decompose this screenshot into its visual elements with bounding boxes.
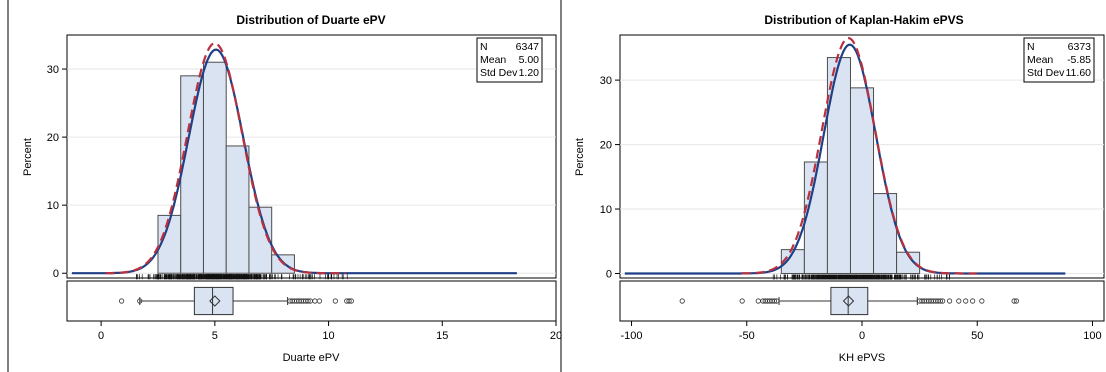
- normal-density-curve: [105, 42, 346, 275]
- stat-mean-value: 5.00: [519, 54, 540, 66]
- y-axis-ticks: 0 10 20 30: [600, 75, 620, 280]
- histogram-bars: [157, 61, 295, 274]
- rug-plot: [772, 274, 950, 280]
- chart-title: Distribution of Duarte ePV: [236, 13, 385, 27]
- stat-n-value: 6347: [516, 41, 540, 53]
- stat-stddev-value: 11.60: [1066, 67, 1092, 79]
- boxplot-outlier: [346, 298, 352, 304]
- duarte-chart-panel: Distribution of Duarte ePV 0 10 20 30 Perce…: [22, 13, 562, 364]
- stat-mean-label: Mean: [1027, 54, 1053, 66]
- y-axis-label: Percent: [574, 138, 586, 176]
- boxplot-mean-marker: [209, 295, 221, 307]
- boxplot-outlier: [1013, 298, 1020, 304]
- boxplot-outlier: [946, 298, 953, 304]
- boxplot-outlier: [1011, 298, 1017, 304]
- stat-n-label: N: [1027, 41, 1035, 53]
- boxplot-outlier: [979, 298, 985, 304]
- histogram-bar: [849, 87, 875, 274]
- histogram-bar: [248, 206, 273, 274]
- x-axis-label: KH ePVS: [839, 352, 885, 364]
- boxplot-outlier: [774, 298, 780, 304]
- x-tick-label: 10: [322, 330, 334, 342]
- boxplot-outlier: [771, 298, 778, 304]
- stats-inset-box: [1023, 37, 1095, 83]
- x-axis-ticks: -100 -50 0 50 100: [621, 321, 1102, 342]
- boxplot: [118, 286, 354, 316]
- x-tick-label: 50: [971, 330, 983, 342]
- boxplot-outlier: [118, 298, 125, 304]
- x-tick-label: 100: [1083, 330, 1101, 342]
- stat-stddev-label: Std Dev: [480, 67, 518, 79]
- stats-inset-box: [476, 37, 543, 83]
- stat-n-value: 6373: [1068, 41, 1092, 53]
- x-axis-label: Duarte ePV: [283, 352, 341, 364]
- stat-stddev-value: 1.20: [519, 67, 540, 79]
- histogram-bar: [202, 61, 227, 274]
- x-tick-label: -50: [739, 330, 755, 342]
- stats-inset: N 6373 Mean -5.85 Std Dev 11.60: [1023, 37, 1095, 83]
- y-tick-label: 0: [606, 268, 612, 280]
- boxplot-box: [193, 286, 234, 316]
- y-tick-label: 30: [600, 75, 612, 87]
- stats-inset: N 6347 Mean 5.00 Std Dev 1.20: [476, 37, 543, 83]
- stat-stddev-label: Std Dev: [1027, 67, 1065, 79]
- boxplot-outlier: [305, 298, 311, 304]
- x-tick-label: -100: [621, 330, 643, 342]
- x-tick-label: 5: [212, 330, 218, 342]
- x-tick-label: 15: [436, 330, 448, 342]
- x-axis-ticks: 0 5 10 15 20: [98, 321, 562, 342]
- histogram-bar: [826, 57, 851, 274]
- histogram-bars: [780, 57, 921, 274]
- boxplot-mean-marker: [842, 295, 855, 307]
- x-tick-label: 0: [859, 330, 865, 342]
- histogram-plot-area: [66, 34, 557, 279]
- rug-plot: [136, 274, 348, 280]
- boxplot-outlier: [739, 298, 745, 304]
- y-axis-label: Percent: [22, 138, 34, 176]
- boxplot-outlier: [956, 298, 962, 304]
- y-tick-label: 0: [53, 268, 59, 280]
- histogram-bar: [225, 145, 250, 274]
- stat-mean-value: -5.85: [1067, 54, 1091, 66]
- normal-density-curve: [741, 36, 977, 275]
- boxplot-outlier: [348, 298, 354, 304]
- y-tick-label: 20: [47, 132, 59, 144]
- histogram-bar: [180, 75, 204, 274]
- boxplot-outlier: [679, 298, 685, 304]
- stat-mean-label: Mean: [480, 54, 506, 66]
- boxplot-outlier: [332, 298, 338, 304]
- x-tick-label: 0: [98, 330, 104, 342]
- boxplot-outlier: [970, 298, 976, 304]
- boxplot-outlier: [937, 298, 943, 304]
- y-tick-label: 30: [47, 64, 59, 76]
- density-curves: [71, 42, 517, 275]
- kaplan-hakim-chart-panel: Distribution of Kaplan-Hakim ePVS 0 10 20 3…: [574, 13, 1105, 364]
- boxplot-outlier: [963, 298, 969, 304]
- boxplot-box: [830, 286, 869, 316]
- y-axis-ticks: 0 10 20 30: [47, 64, 67, 280]
- density-curves: [624, 36, 1066, 275]
- y-tick-label: 10: [47, 200, 59, 212]
- histogram-bar: [873, 193, 898, 274]
- y-tick-label: 10: [600, 204, 612, 216]
- boxplot-outlier: [137, 298, 143, 304]
- boxplot-outlier: [316, 298, 323, 304]
- x-tick-label: 20: [550, 330, 562, 342]
- y-tick-label: 20: [600, 140, 612, 152]
- boxplot: [679, 286, 1020, 316]
- boxplot-outlier: [940, 298, 946, 304]
- stat-n-label: N: [480, 41, 488, 53]
- chart-title: Distribution of Kaplan-Hakim ePVS: [764, 13, 963, 27]
- kernel-density-curve: [624, 43, 1066, 275]
